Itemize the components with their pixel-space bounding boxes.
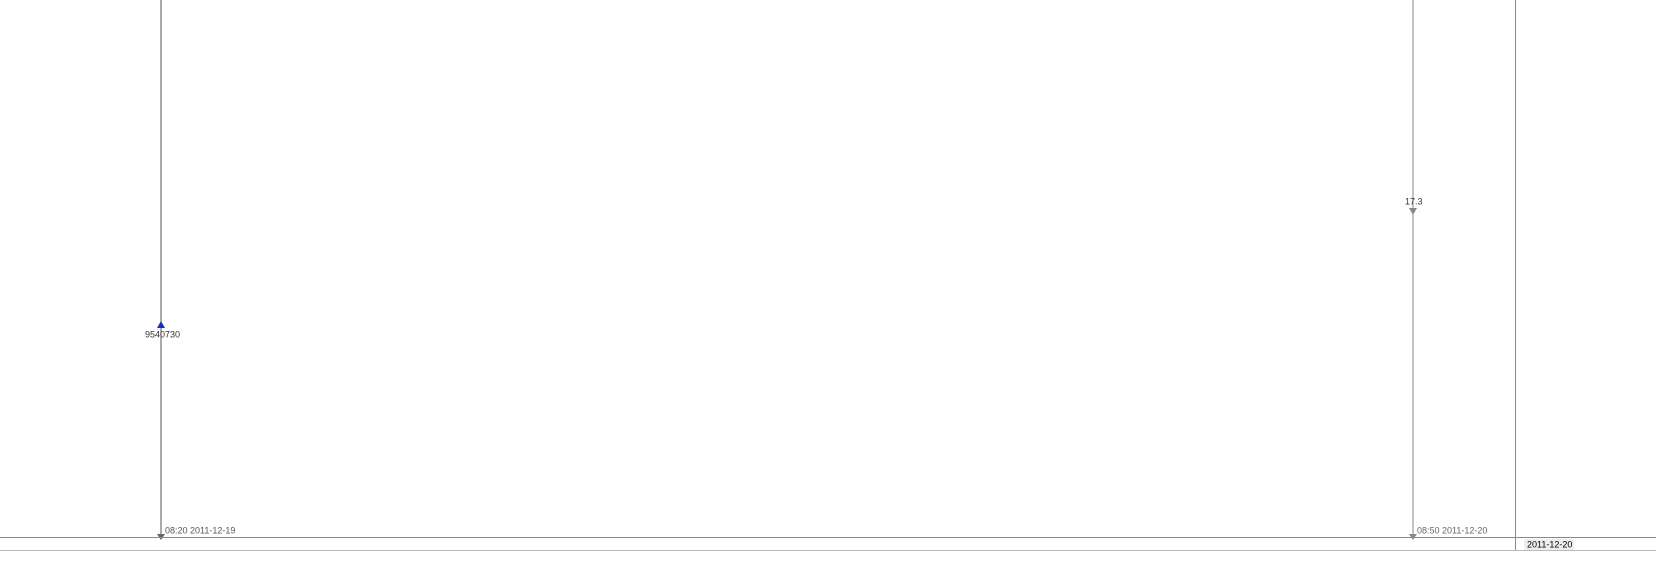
exit-arrow xyxy=(1409,208,1417,215)
entry-arrow xyxy=(157,321,165,328)
annotation: 9540730 xyxy=(145,329,180,339)
date-box xyxy=(1524,539,1574,550)
marker-label: 08:50 2011-12-20 xyxy=(1417,525,1487,535)
annotation: 17.3 xyxy=(1405,196,1423,206)
annotations: 08:20 2011-12-19 08:50 2011-12-20 954073… xyxy=(145,0,1487,540)
marker-label: 08:20 2011-12-19 xyxy=(165,525,235,535)
plot-area xyxy=(0,0,1515,537)
x-end-label: 2011-12-20 xyxy=(1527,539,1572,549)
